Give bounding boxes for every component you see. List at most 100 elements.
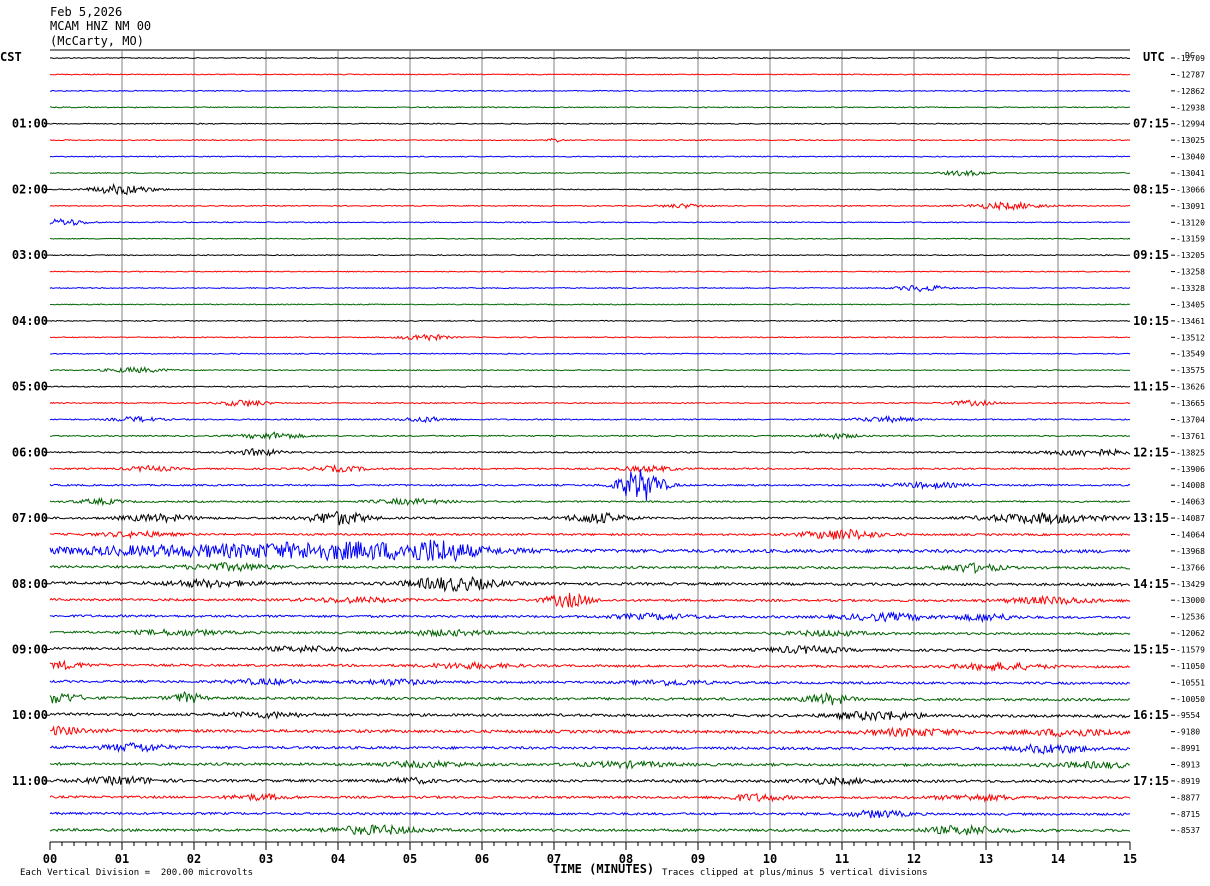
x-tick-label: 06: [475, 852, 489, 866]
dc-offset-label: -13041: [1176, 169, 1205, 178]
dc-offset-label: -14087: [1176, 514, 1205, 523]
dc-offset-label: -13968: [1176, 547, 1205, 556]
right-hour-label: 11:15: [1133, 380, 1169, 394]
seismic-trace: [49, 823, 1131, 836]
x-tick-label: 01: [115, 852, 129, 866]
dc-offset-label: -8877: [1176, 793, 1200, 802]
seismic-trace: [49, 415, 1131, 424]
seismic-trace: [49, 677, 1131, 688]
dc-offset-label: -13665: [1176, 399, 1205, 408]
seismic-trace: [49, 539, 1131, 563]
seismic-trace: [49, 106, 1131, 109]
seismic-trace: [49, 710, 1131, 722]
dc-label: DC: [1185, 51, 1195, 60]
seismic-trace: [50, 237, 1131, 240]
dc-offset-label: -14064: [1176, 530, 1205, 539]
seismic-trace: [49, 218, 1131, 227]
right-hour-label: 09:15: [1133, 248, 1169, 262]
dc-offset-label: -12862: [1176, 87, 1205, 96]
x-tick-label: 13: [979, 852, 993, 866]
seismic-trace: [49, 56, 1131, 60]
seismic-trace: [49, 319, 1131, 322]
dc-offset-label: -13000: [1176, 596, 1205, 605]
dc-offset-label: -12062: [1176, 629, 1205, 638]
seismic-trace: [49, 469, 1131, 501]
right-hour-label: 10:15: [1133, 314, 1169, 328]
seismic-trace: [49, 200, 1131, 212]
left-hour-label: 04:00: [12, 314, 48, 328]
dc-offset-label: -12787: [1176, 70, 1205, 79]
seismic-trace: [49, 89, 1130, 92]
x-tick-label: 09: [691, 852, 705, 866]
seismic-trace: [49, 182, 1131, 196]
dc-offset-label: -13626: [1176, 383, 1205, 392]
right-hour-label: 13:15: [1133, 511, 1169, 525]
seismic-trace: [49, 496, 1131, 507]
seismic-trace: [49, 510, 1131, 526]
dc-offset-label: -10050: [1176, 695, 1205, 704]
x-tick-label: 04: [331, 852, 345, 866]
seismic-trace: [49, 561, 1131, 575]
seismic-trace: [49, 644, 1131, 655]
seismic-trace: [49, 627, 1131, 638]
dc-offset-label: -8991: [1176, 744, 1200, 753]
dc-offset-label: -13025: [1176, 136, 1205, 145]
seismic-trace: [49, 611, 1131, 624]
x-tick-label: 11: [835, 852, 849, 866]
seismic-trace: [49, 284, 1131, 293]
right-hour-label: 16:15: [1133, 708, 1169, 722]
date-label: Feb 5,2026: [50, 5, 123, 19]
x-tick-label: 05: [403, 852, 417, 866]
x-tick-label: 08: [619, 852, 633, 866]
x-tick-label: 03: [259, 852, 273, 866]
left-hour-label: 08:00: [12, 577, 48, 591]
dc-offset-label: -13120: [1176, 218, 1205, 227]
seismic-trace: [49, 333, 1131, 342]
seismic-trace: [49, 254, 1131, 257]
dc-offset-label: -13040: [1176, 153, 1205, 162]
dc-offset-label: -8537: [1176, 826, 1200, 835]
seismic-trace: [49, 592, 1131, 609]
right-hour-label: 08:15: [1133, 182, 1169, 196]
seismic-trace: [49, 431, 1131, 441]
left-hour-label: 01:00: [12, 117, 48, 131]
seismic-trace: [49, 352, 1131, 355]
x-tick-label: 00: [43, 852, 57, 866]
dc-offset-label: -12536: [1176, 613, 1205, 622]
seismic-trace: [49, 398, 1131, 407]
seismic-trace: [49, 809, 1131, 819]
x-tick-label: 12: [907, 852, 921, 866]
x-tick-label: 14: [1051, 852, 1065, 866]
seismic-trace: [49, 463, 1131, 474]
left-hour-label: 10:00: [12, 708, 48, 722]
x-tick-label: 10: [763, 852, 777, 866]
seismic-trace: [49, 155, 1131, 158]
x-tick-label: 15: [1123, 852, 1137, 866]
dc-offset-label: -8913: [1176, 760, 1200, 769]
seismic-trace: [49, 775, 1131, 787]
dc-offset-label: -13405: [1176, 300, 1205, 309]
dc-offset-label: -9180: [1176, 728, 1200, 737]
dc-offset-label: -13512: [1176, 333, 1205, 342]
left-hour-label: 11:00: [12, 774, 48, 788]
dc-offset-label: -13906: [1176, 465, 1205, 474]
scale-note: Each Vertical Division = 200.00 microvol…: [20, 868, 253, 878]
dc-offset-label: -13159: [1176, 235, 1205, 244]
dc-offset-label: -13704: [1176, 415, 1205, 424]
dc-offset-label: -13429: [1176, 580, 1205, 589]
dc-offset-label: -13205: [1176, 251, 1205, 260]
seismic-trace: [49, 759, 1131, 770]
dc-offset-label: -13761: [1176, 432, 1205, 441]
dc-offset-label: -11579: [1176, 645, 1205, 654]
station-label: MCAM HNZ NM 00: [50, 19, 152, 33]
seismic-trace: [49, 169, 1131, 177]
seismic-trace: [49, 691, 1131, 706]
right-hour-label: 12:15: [1133, 445, 1169, 459]
dc-offset-label: -8919: [1176, 777, 1200, 786]
dc-offset-label: -13575: [1176, 366, 1205, 375]
left-timezone-label: CST: [0, 50, 22, 64]
seismic-trace: [49, 725, 1131, 738]
dc-offset-label: -13328: [1176, 284, 1205, 293]
dc-offset-label: -13549: [1176, 350, 1205, 359]
